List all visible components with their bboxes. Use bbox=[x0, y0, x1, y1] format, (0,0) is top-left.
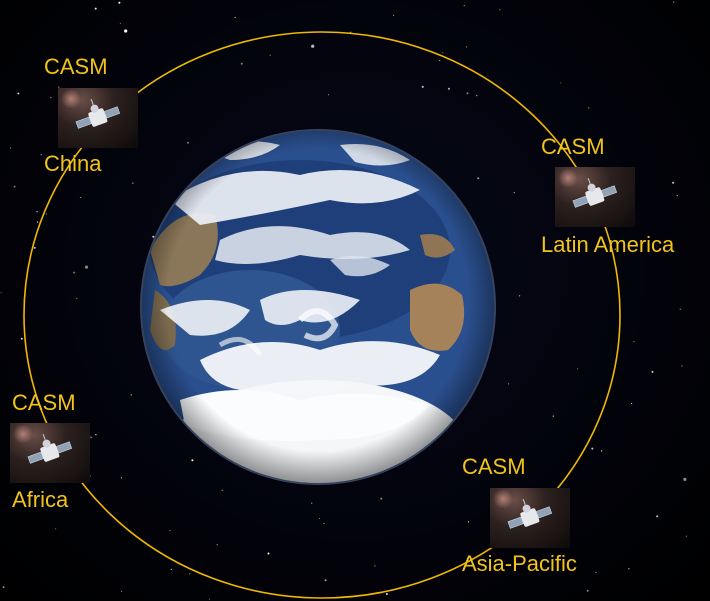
casm-label-latin-america: CASM bbox=[541, 135, 605, 159]
region-label-asia-pacific: Asia-Pacific bbox=[462, 552, 577, 576]
region-label-china: China bbox=[44, 152, 101, 176]
satellite-icon bbox=[555, 167, 635, 227]
earth-globe bbox=[140, 129, 496, 520]
casm-label-china: CASM bbox=[44, 55, 108, 79]
casm-label-africa: CASM bbox=[12, 391, 76, 415]
satellite-icon bbox=[490, 488, 570, 548]
satellite-icon bbox=[10, 423, 90, 483]
region-label-latin-america: Latin America bbox=[541, 233, 674, 257]
satellite-icon bbox=[58, 88, 138, 148]
casm-label-asia-pacific: CASM bbox=[462, 455, 526, 479]
region-label-africa: Africa bbox=[12, 488, 68, 512]
